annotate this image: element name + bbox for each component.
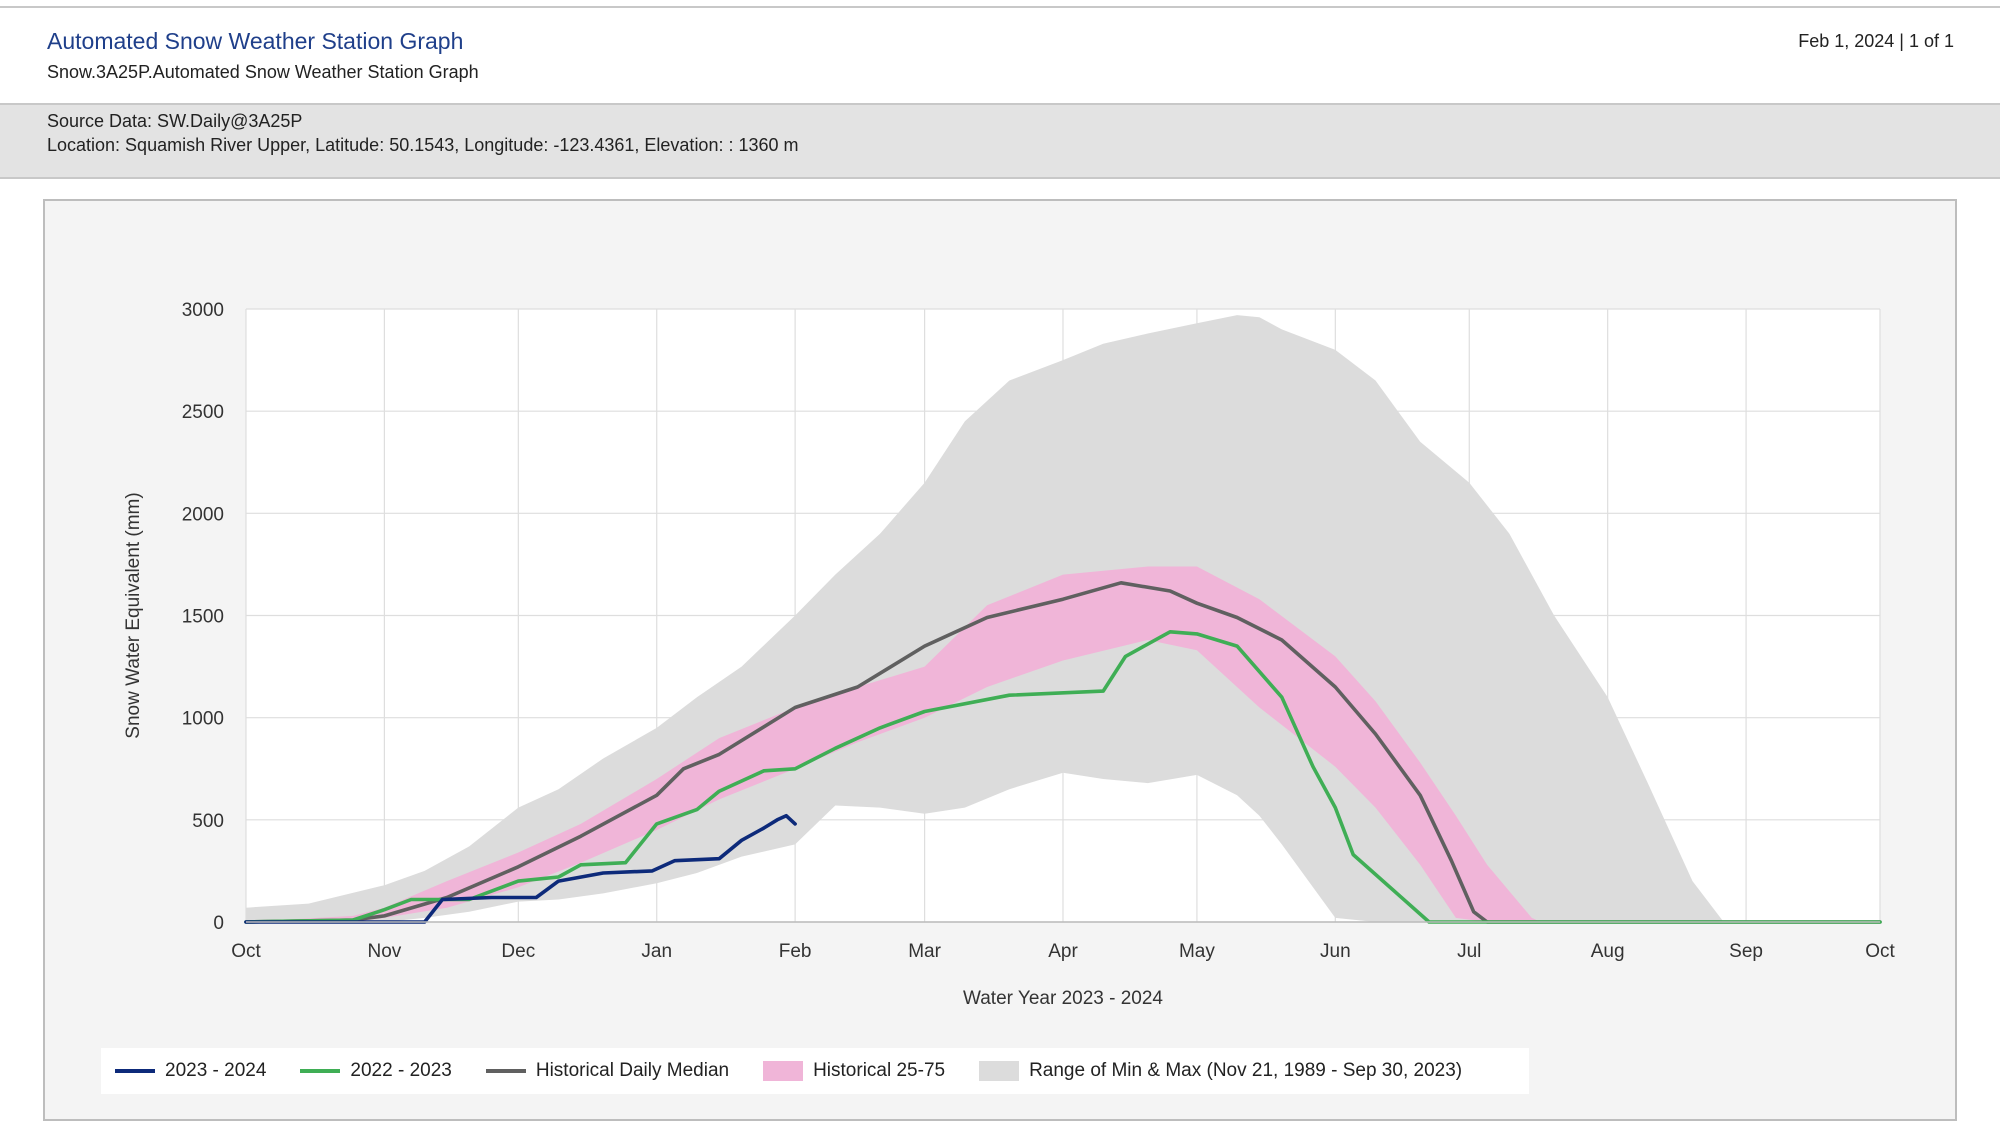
y-axis-label: Snow Water Equivalent (mm) [123, 492, 144, 738]
legend-swatch [300, 1069, 341, 1073]
report-title: Automated Snow Weather Station Graph [47, 28, 464, 54]
x-tick-label: Mar [908, 941, 941, 962]
series-band [246, 566, 1880, 922]
x-tick-label: Nov [368, 941, 402, 962]
legend-label: Range of Min & Max (Nov 21, 1989 - Sep 3… [1029, 1060, 1463, 1081]
x-tick-label: Jul [1457, 941, 1481, 962]
info-band: Source Data: SW.Daily@3A25P Location: Sq… [0, 103, 2000, 179]
legend-swatch [115, 1069, 155, 1073]
legend-item: Range of Min & Max (Nov 21, 1989 - Sep 3… [979, 1060, 1462, 1082]
source-data-text: Source Data: SW.Daily@3A25P [47, 111, 303, 131]
legend-item: 2023 - 2024 [115, 1060, 266, 1082]
legend-swatch [979, 1061, 1020, 1081]
report-subtitle: Snow.3A25P.Automated Snow Weather Statio… [47, 62, 479, 82]
y-tick-label: 1000 [182, 709, 224, 730]
y-tick-label: 2000 [182, 504, 224, 525]
x-tick-label: Jan [641, 941, 672, 962]
legend-swatch [763, 1061, 804, 1081]
x-tick-label: Oct [231, 941, 261, 962]
legend-swatch [485, 1069, 526, 1073]
x-tick-label: Jun [1320, 941, 1351, 962]
x-tick-label: Feb [779, 941, 812, 962]
legend-item: 2022 - 2023 [300, 1060, 452, 1082]
legend-label: Historical 25-75 [813, 1060, 946, 1081]
x-tick-label: Sep [1729, 941, 1763, 962]
y-tick-label: 0 [213, 913, 224, 934]
legend-label: 2023 - 2024 [165, 1060, 267, 1081]
y-tick-label: 3000 [182, 300, 224, 321]
series-line [244, 629, 1882, 924]
series-line [244, 580, 1882, 924]
location-text: Location: Squamish River Upper, Latitude… [47, 135, 799, 155]
series-line [244, 813, 797, 924]
x-tick-label: May [1179, 941, 1215, 962]
x-tick-label: Dec [501, 941, 535, 962]
x-tick-label: Aug [1591, 941, 1625, 962]
y-tick-label: 1500 [182, 607, 224, 628]
x-axis-label: Water Year 2023 - 2024 [963, 988, 1163, 1009]
legend-label: 2022 - 2023 [350, 1060, 452, 1081]
series-layer [244, 315, 1882, 924]
legend-item: Historical Daily Median [485, 1060, 730, 1082]
legend-item: Historical 25-75 [763, 1060, 945, 1082]
y-tick-label: 500 [192, 811, 224, 832]
legend-label: Historical Daily Median [535, 1060, 730, 1081]
top-rule [0, 6, 2000, 8]
axis-layer: 0 500 1000 1500 2000 2500 3000 Oct Nov Dec Jan Feb M… [123, 300, 1895, 1009]
x-tick-label: Apr [1048, 941, 1078, 962]
x-tick-label: Oct [1865, 941, 1895, 962]
y-tick-label: 2500 [182, 402, 224, 423]
chart-legend: 2023 - 2024 2022 - 2023 Historical Daily M… [101, 1048, 1529, 1094]
report-date-page: Feb 1, 2024 | 1 of 1 [1798, 31, 1954, 51]
